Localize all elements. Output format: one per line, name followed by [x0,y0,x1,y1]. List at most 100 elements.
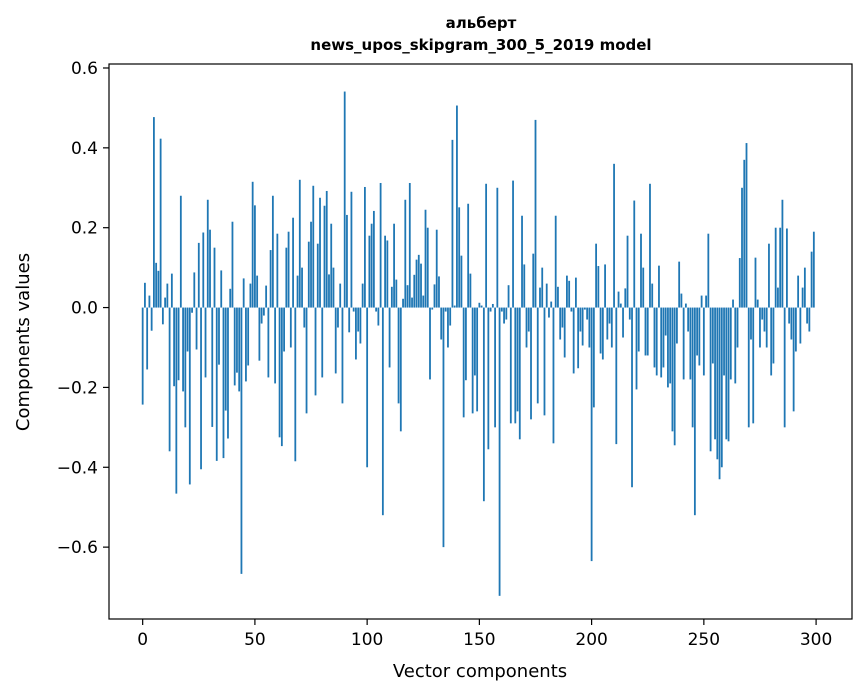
bar [810,251,813,308]
bar [352,307,355,312]
bar [799,307,802,344]
bar [658,265,660,308]
bar [301,267,303,308]
bar [507,285,510,308]
bar [397,307,400,404]
bar [415,259,418,308]
bar [402,298,404,308]
bar [680,293,683,308]
bar [256,275,259,308]
bar [287,231,290,308]
bar [575,277,577,308]
bar [534,119,537,308]
bar [792,307,795,412]
bar [204,307,207,378]
bar [702,307,705,376]
bar [615,307,618,445]
bar [462,307,465,418]
bar [539,287,541,308]
bar [617,291,620,308]
bar [229,288,232,308]
bar [662,307,665,368]
bar [361,283,364,308]
bar [761,307,764,320]
bar [168,307,171,452]
bar [653,307,656,368]
bar [175,307,178,494]
bar [613,163,615,308]
bar [714,307,716,440]
bar [572,307,575,374]
bar [370,223,373,308]
bar [368,235,371,308]
bar [736,307,739,348]
bar [148,295,151,308]
bar [563,307,566,358]
bar [413,274,416,308]
bar [491,303,494,308]
bar [478,302,481,308]
bar [644,307,647,356]
bar [756,299,759,308]
bar [146,307,149,370]
bar [251,181,254,308]
bar [435,229,438,308]
bar [669,307,672,384]
bar [803,267,806,308]
bar [404,199,407,308]
x-tick-label: 200 [575,630,607,650]
bar [240,307,243,574]
bar [341,307,344,404]
x-tick-label: 250 [688,630,720,650]
bar [707,233,710,308]
bar [206,199,209,308]
bar [444,307,447,312]
bar [523,264,526,308]
bar [581,307,584,346]
bar [779,227,782,308]
bar [245,307,247,382]
bar [236,307,238,373]
bar [429,307,431,380]
bar [283,307,285,352]
bar [393,223,395,308]
bar [276,233,279,308]
bar [247,307,250,366]
bar [777,287,779,308]
bar [682,307,685,380]
bar [449,307,452,326]
bar [431,307,434,310]
y-axis-label: Components values [13,253,34,431]
bar [343,91,346,308]
bar [696,307,699,356]
bar [334,307,337,374]
bar [711,307,714,364]
bar [738,258,741,308]
bar [687,307,690,332]
bar [482,307,485,502]
bar [808,307,811,332]
bar [161,307,164,325]
bar [289,307,292,348]
bar [752,307,755,424]
bar [242,278,245,308]
bar [440,307,443,340]
bar [500,307,503,312]
bar [480,305,483,308]
bar [307,241,310,308]
bar [211,307,214,427]
bar [579,307,582,332]
bar [678,261,681,308]
bar [604,264,606,308]
bar [200,307,202,470]
bar [213,247,216,308]
bar [698,307,701,366]
bar [159,138,162,308]
bar [417,254,420,308]
y-tick-label: −0.6 [57,538,98,558]
bar [346,214,348,308]
bar [325,190,328,308]
bar [770,307,773,376]
bar [238,307,241,392]
bar [422,295,425,308]
